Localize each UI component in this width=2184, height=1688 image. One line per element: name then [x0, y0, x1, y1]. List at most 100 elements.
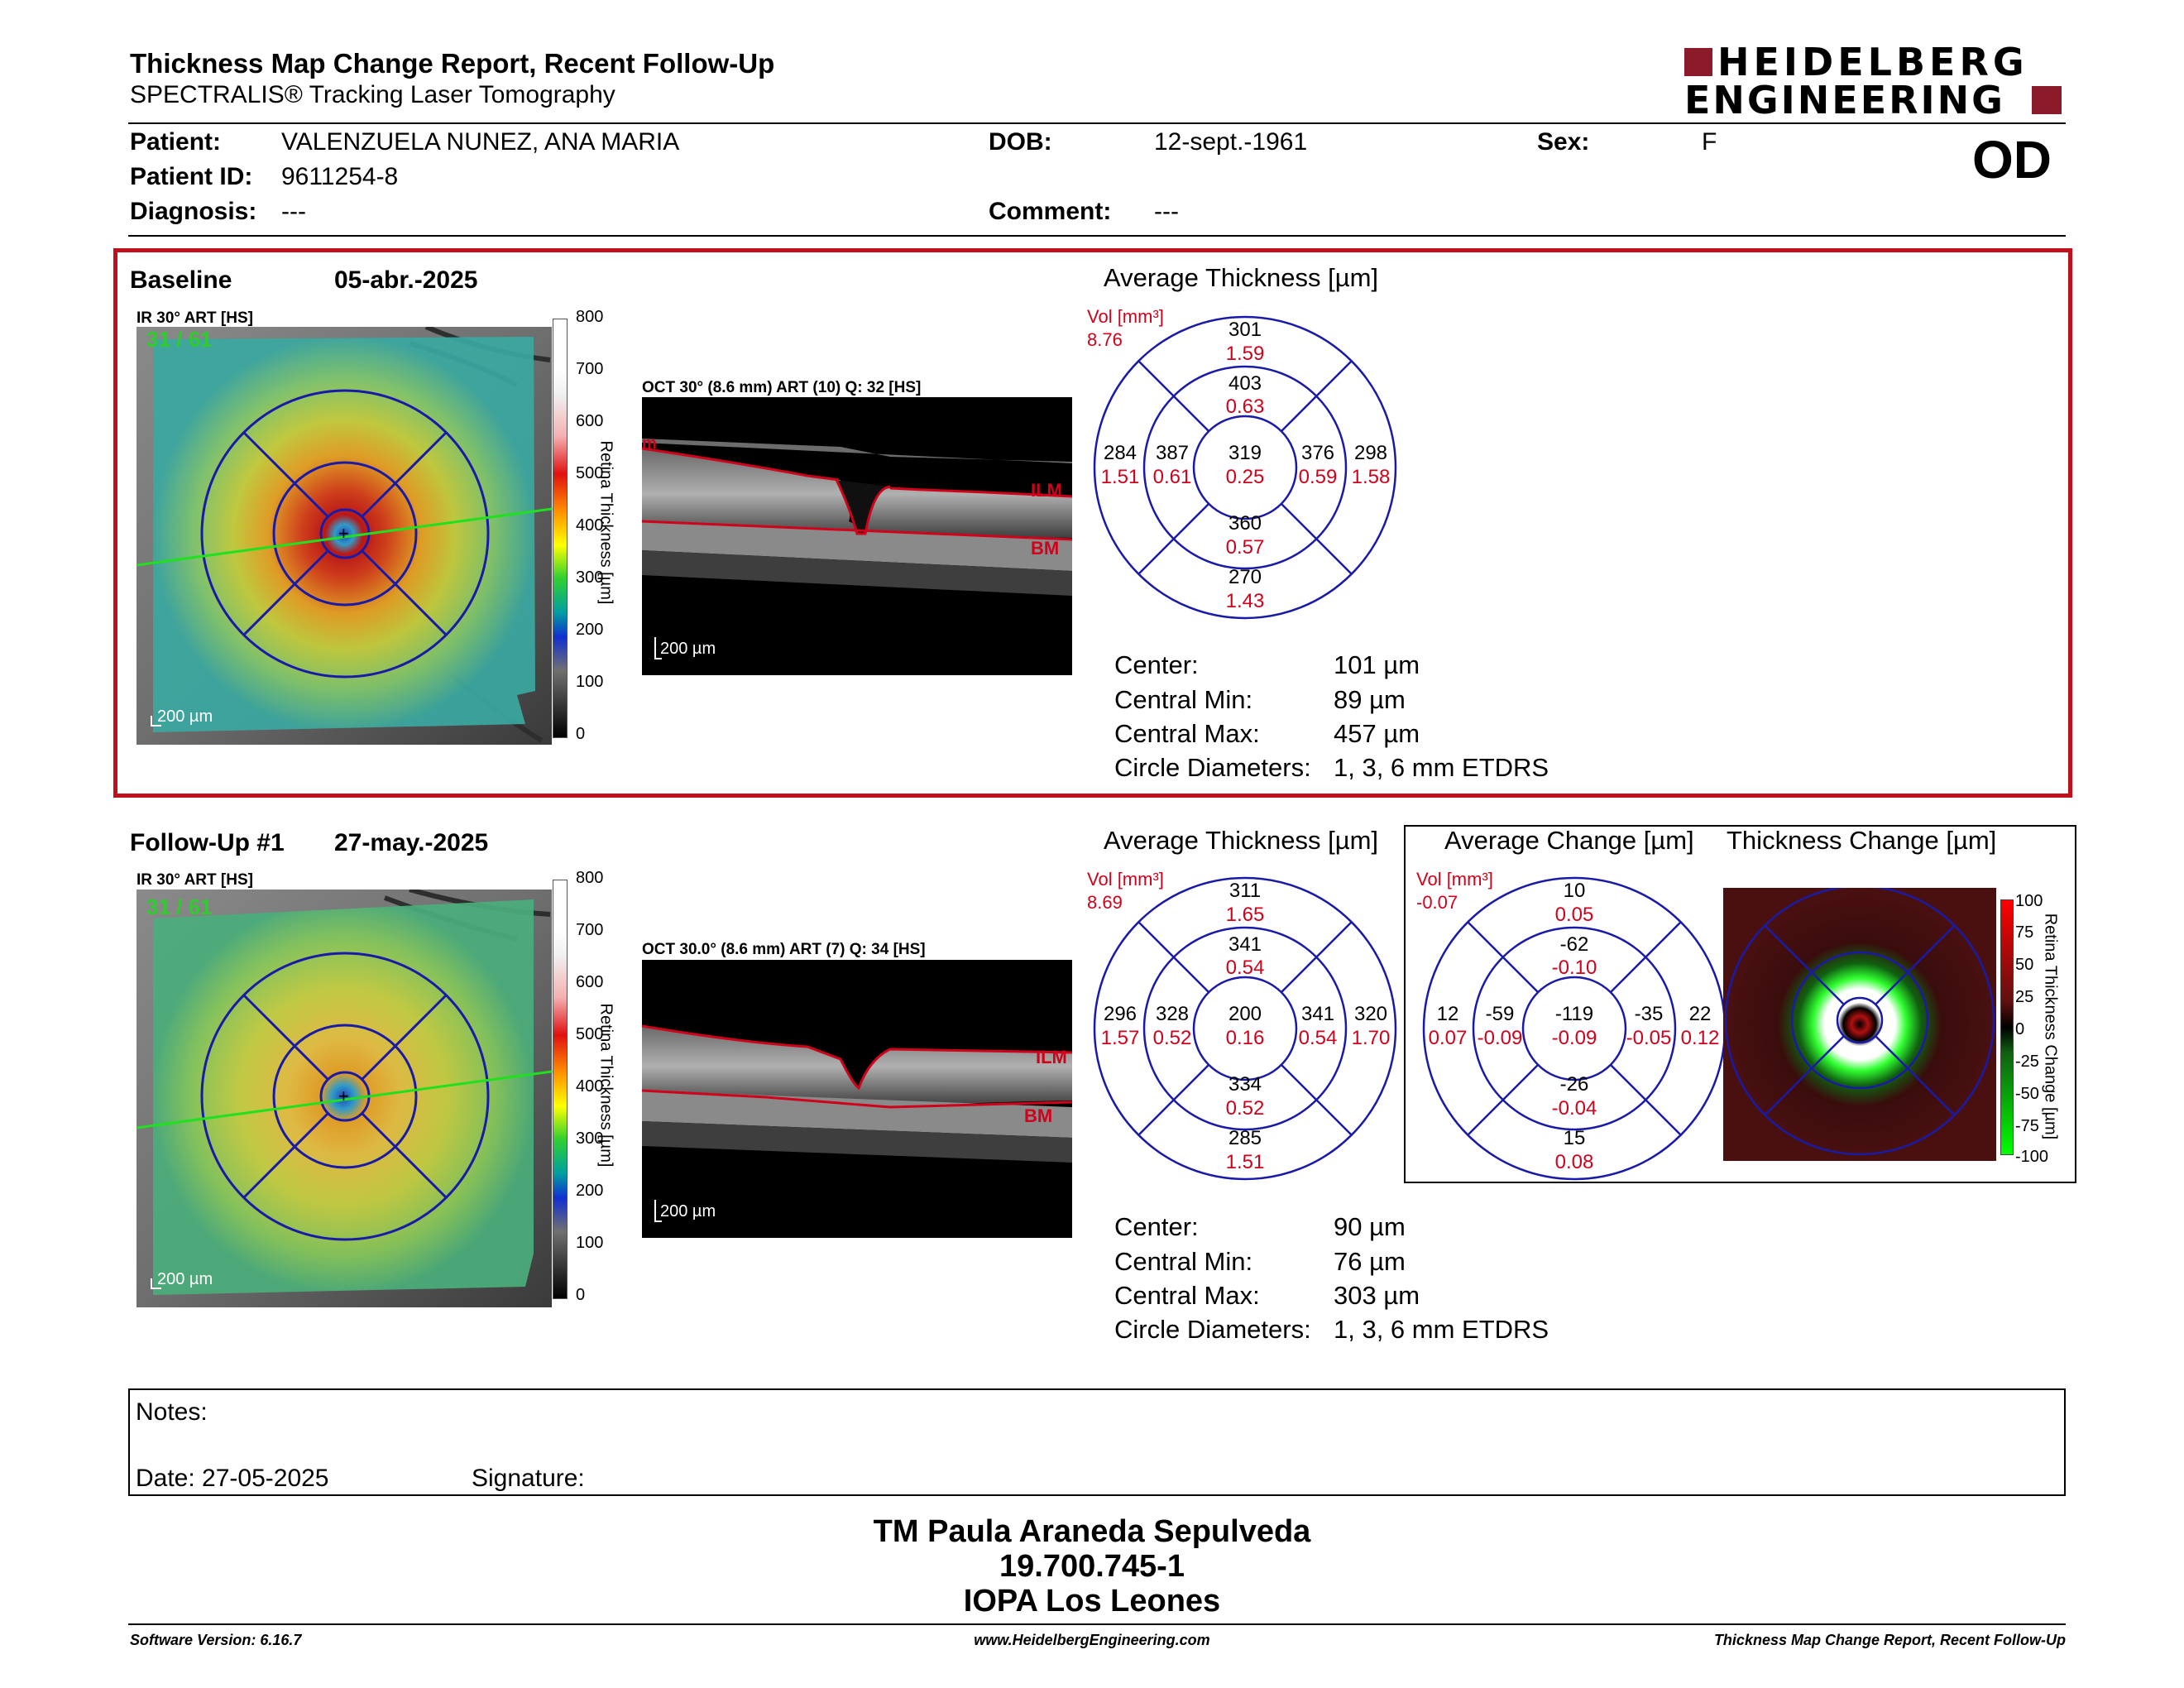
change-colorbar-tick: -75 — [2015, 1117, 2039, 1135]
change-inner-inferior-volume: -0.04 — [1552, 1097, 1597, 1120]
grid-inner-nasal-volume: 0.59 — [1299, 466, 1338, 488]
notes-date: Date: 27-05-2025 — [136, 1465, 329, 1492]
colorbar-tick: 400 — [576, 1077, 604, 1096]
followup-oct-svg: ILM BM 200 µm — [641, 1024, 1073, 1222]
website-link[interactable]: www.HeidelbergEngineering.com — [974, 1632, 1210, 1648]
followup-avg-title: Average Thickness [µm] — [1104, 826, 1379, 855]
grid-center-thickness: 200 — [1228, 1003, 1262, 1025]
followup-colorbar — [553, 880, 568, 1299]
change-inner-nasal-thickness: -35 — [1635, 1003, 1664, 1025]
colorbar-tick: 500 — [576, 1025, 604, 1043]
followup-etdrs-grid: 311 1.65 341 0.54 296 1.57 328 0.52 200 … — [1092, 875, 1398, 1182]
signer-name: TM Paula Araneda Sepulveda — [873, 1514, 1311, 1549]
followup-thickness-map: + 31 / 61 200 µm — [136, 887, 553, 1307]
dob-label: DOB: — [989, 128, 1052, 156]
colorbar-tick: 700 — [576, 921, 604, 939]
grid-outer-superior-thickness: 301 — [1228, 319, 1262, 341]
grid-outer-superior-thickness: 311 — [1229, 880, 1261, 902]
baseline-stat-value: 457 µm — [1334, 719, 1420, 748]
change-outer-superior-thickness: 10 — [1564, 880, 1586, 902]
change-vol-label: Vol [mm³] — [1416, 869, 1493, 890]
colorbar-tick: 200 — [576, 1182, 604, 1200]
followup-ilm-label: ILM — [1036, 1047, 1067, 1067]
grid-outer-nasal-thickness: 320 — [1354, 1003, 1387, 1025]
change-colorbar-title: Retina Thickness Change [µm] — [2041, 913, 2060, 1140]
change-inner-nasal-volume: -0.05 — [1626, 1027, 1672, 1049]
change-colorbar-tick: 100 — [2015, 892, 2043, 910]
followup-ir-label: IR 30° ART [HS] — [136, 871, 253, 889]
baseline-stat-value: 1, 3, 6 mm ETDRS — [1334, 753, 1549, 782]
change-inner-superior-thickness: -62 — [1560, 933, 1589, 956]
grid-outer-nasal-volume: 1.70 — [1352, 1027, 1391, 1049]
colorbar-tick: 600 — [576, 973, 604, 991]
sex-value: F — [1702, 128, 1717, 156]
grid-center-volume: 0.16 — [1226, 1027, 1265, 1049]
grid-inner-inferior-thickness: 334 — [1228, 1073, 1262, 1096]
followup-stat-value: 303 µm — [1334, 1281, 1420, 1310]
change-center-volume: -0.09 — [1552, 1027, 1597, 1049]
baseline-oct-mark: m — [642, 434, 657, 453]
logo-square-bottom — [2032, 86, 2062, 114]
change-outer-temporal-thickness: 12 — [1437, 1003, 1459, 1025]
change-inner-temporal-volume: -0.09 — [1478, 1027, 1523, 1049]
notes-box[interactable] — [128, 1388, 2066, 1496]
followup-map-svg: + 31 / 61 200 µm — [136, 887, 553, 1307]
grid-outer-temporal-volume: 1.57 — [1101, 1027, 1140, 1049]
change-colorbar-ticks: 100 75 50 25 0 -25 -50 -75 -100 — [2015, 892, 2048, 1166]
followup-oct-scan: ILM BM 200 µm — [641, 960, 1073, 1238]
change-inner-temporal-thickness: -59 — [1486, 1003, 1515, 1025]
grid-inner-inferior-volume: 0.57 — [1226, 536, 1265, 559]
colorbar-tick: 300 — [576, 1129, 604, 1148]
change-panel — [1404, 825, 2076, 1183]
change-outer-inferior-volume: 0.08 — [1555, 1151, 1594, 1173]
software-version: Software Version: 6.16.7 — [130, 1632, 302, 1648]
grid-center-volume: 0.25 — [1226, 466, 1265, 488]
logo-text-top: HEIDELBERG — [1717, 40, 2028, 84]
change-outer-inferior-thickness: 15 — [1564, 1127, 1586, 1149]
colorbar-tick: 100 — [576, 673, 604, 691]
grid-outer-nasal-thickness: 298 — [1354, 442, 1387, 464]
baseline-stat-label: Central Max: — [1114, 719, 1260, 748]
followup-colorbar-title: Retina Thickness [µm] — [596, 1003, 615, 1168]
grid-outer-superior-volume: 1.59 — [1226, 343, 1265, 365]
baseline-etdrs-grid: 301 1.59 403 0.63 284 1.51 387 0.61 319 … — [1092, 314, 1398, 621]
baseline-thickness-map: + 31 / 61 200 µm — [136, 324, 553, 745]
baseline-oct-label: OCT 30° (8.6 mm) ART (10) Q: 32 [HS] — [642, 379, 922, 396]
change-center-thickness: -119 — [1555, 1003, 1593, 1025]
change-colorbar-tick: 25 — [2015, 988, 2034, 1006]
baseline-colorbar-title: Retina Thickness [µm] — [596, 440, 615, 605]
patient-id-label: Patient ID: — [130, 163, 253, 190]
grid-inner-nasal-thickness: 376 — [1301, 442, 1334, 464]
footer-report-name: Thickness Map Change Report, Recent Foll… — [1713, 1632, 2066, 1648]
change-outer-superior-volume: 0.05 — [1555, 904, 1594, 926]
change-outer-nasal-thickness: 22 — [1689, 1003, 1712, 1025]
colorbar-tick: 800 — [576, 869, 604, 887]
grid-inner-superior-volume: 0.54 — [1226, 957, 1265, 979]
followup-date: 27-may.-2025 — [334, 829, 489, 856]
grid-outer-temporal-thickness: 296 — [1104, 1003, 1137, 1025]
colorbar-tick: 800 — [576, 308, 604, 326]
baseline-colorbar — [553, 319, 568, 738]
grid-outer-temporal-volume: 1.51 — [1101, 466, 1140, 488]
grid-inner-nasal-volume: 0.54 — [1299, 1027, 1338, 1049]
logo-text-bottom: ENGINEERING — [1684, 78, 2005, 122]
comment-value: --- — [1154, 198, 1179, 225]
patient-id-value: 9611254-8 — [281, 163, 399, 190]
followup-oct-scale: 200 µm — [660, 1202, 716, 1220]
change-colorbar-tick: 50 — [2015, 956, 2034, 974]
signature-label: Signature: — [472, 1465, 585, 1492]
grid-outer-superior-volume: 1.65 — [1226, 904, 1265, 926]
change-vol-value: -0.07 — [1416, 892, 1458, 913]
change-inner-superior-volume: -0.10 — [1552, 957, 1597, 979]
colorbar-tick: 400 — [576, 516, 604, 535]
grid-outer-inferior-volume: 1.43 — [1226, 590, 1265, 612]
grid-outer-inferior-thickness: 270 — [1228, 566, 1262, 588]
colorbar-tick: 0 — [576, 725, 586, 743]
svg-text:+: + — [338, 1086, 349, 1106]
change-colorbar-tick: 0 — [2015, 1020, 2025, 1038]
grid-inner-temporal-thickness: 387 — [1156, 442, 1189, 464]
baseline-ir-scale: 200 µm — [157, 707, 213, 726]
change-outer-temporal-volume: 0.07 — [1429, 1027, 1468, 1049]
baseline-panel — [113, 248, 2072, 798]
grid-outer-inferior-volume: 1.51 — [1226, 1151, 1265, 1173]
